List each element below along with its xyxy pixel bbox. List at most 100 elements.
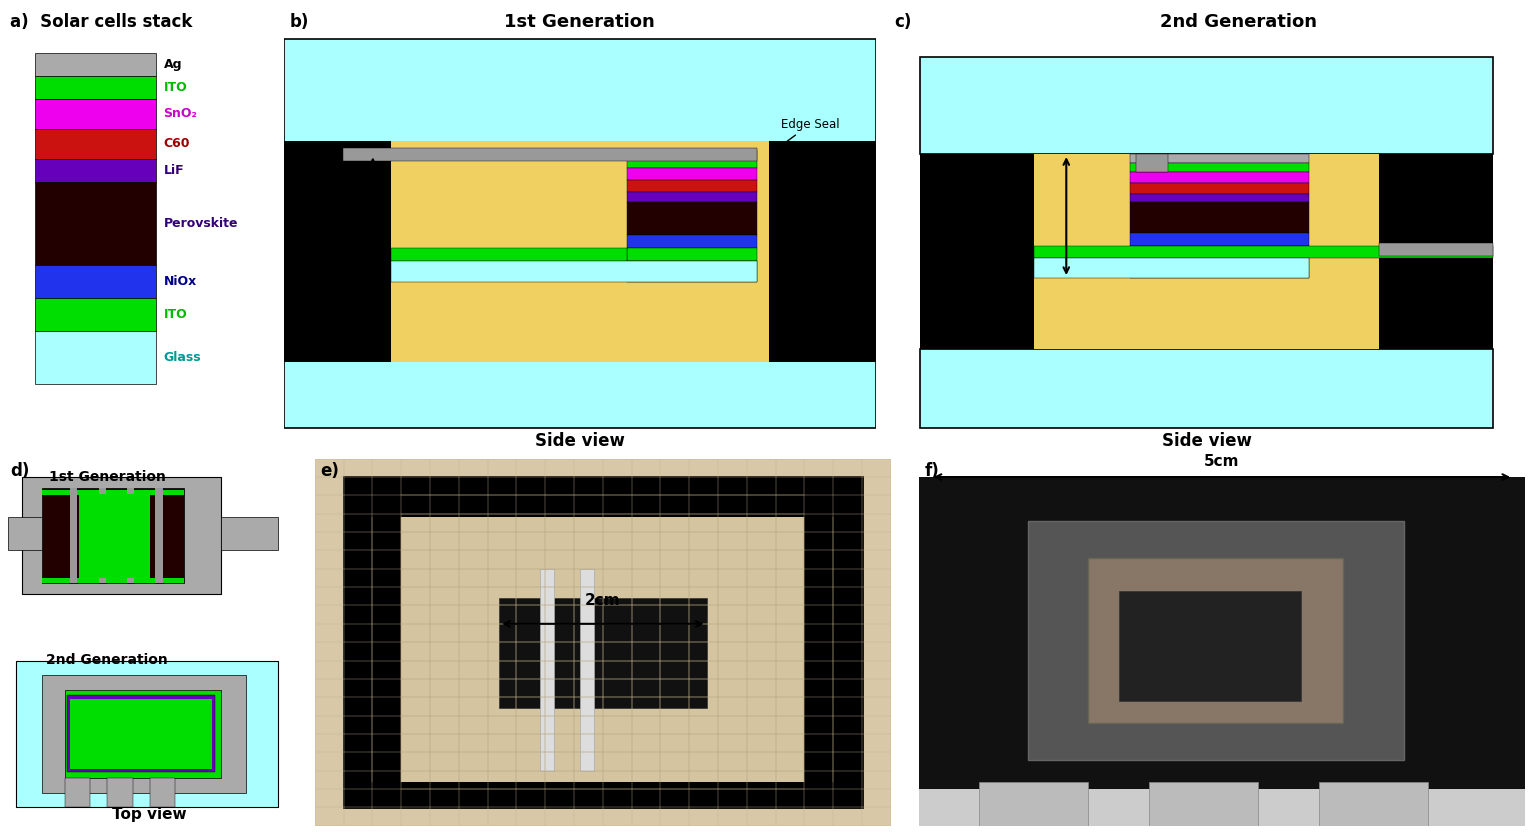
Text: a)  Solar cells stack: a) Solar cells stack: [11, 13, 192, 31]
FancyBboxPatch shape: [1137, 154, 1169, 172]
FancyBboxPatch shape: [344, 477, 862, 807]
Text: 2nd Generation: 2nd Generation: [1160, 13, 1316, 31]
FancyBboxPatch shape: [71, 699, 212, 769]
FancyBboxPatch shape: [65, 778, 91, 807]
FancyBboxPatch shape: [1130, 154, 1309, 163]
FancyBboxPatch shape: [627, 180, 757, 192]
FancyBboxPatch shape: [17, 661, 278, 807]
FancyBboxPatch shape: [401, 517, 805, 781]
Text: Glass: Glass: [163, 351, 201, 364]
FancyBboxPatch shape: [1130, 172, 1309, 183]
Text: 1.5mm: 1.5mm: [309, 199, 353, 212]
Text: Side view: Side view: [535, 432, 625, 450]
Text: Side view: Side view: [1161, 432, 1252, 450]
FancyBboxPatch shape: [627, 261, 757, 283]
FancyBboxPatch shape: [284, 39, 876, 429]
FancyBboxPatch shape: [1130, 203, 1309, 234]
FancyBboxPatch shape: [770, 141, 876, 362]
FancyBboxPatch shape: [1130, 259, 1309, 278]
FancyBboxPatch shape: [627, 234, 757, 248]
FancyBboxPatch shape: [34, 182, 155, 264]
Text: 2cm: 2cm: [585, 594, 621, 609]
FancyBboxPatch shape: [920, 154, 1034, 349]
FancyBboxPatch shape: [920, 154, 1493, 349]
FancyBboxPatch shape: [78, 494, 121, 578]
Text: e): e): [321, 462, 339, 480]
FancyBboxPatch shape: [920, 57, 1493, 154]
Text: Encapsulant: Encapsulant: [771, 220, 854, 312]
FancyBboxPatch shape: [1130, 163, 1309, 172]
FancyBboxPatch shape: [1379, 154, 1493, 349]
FancyBboxPatch shape: [41, 488, 184, 584]
FancyBboxPatch shape: [34, 331, 155, 384]
FancyBboxPatch shape: [1089, 558, 1342, 723]
FancyBboxPatch shape: [390, 261, 757, 283]
Text: Top view: Top view: [112, 807, 187, 822]
Text: LiF: LiF: [163, 163, 184, 177]
FancyBboxPatch shape: [34, 128, 155, 158]
FancyBboxPatch shape: [41, 490, 184, 495]
Text: Edge Seal: Edge Seal: [773, 118, 840, 152]
FancyBboxPatch shape: [315, 459, 891, 826]
Text: d): d): [11, 462, 29, 480]
FancyBboxPatch shape: [579, 569, 594, 771]
FancyBboxPatch shape: [627, 150, 757, 159]
Text: C60: C60: [163, 138, 190, 150]
FancyBboxPatch shape: [34, 76, 155, 99]
Text: 5cm: 5cm: [1204, 454, 1240, 469]
FancyBboxPatch shape: [343, 148, 757, 161]
FancyBboxPatch shape: [627, 248, 757, 261]
FancyBboxPatch shape: [1319, 781, 1428, 826]
Text: b): b): [290, 13, 309, 31]
FancyBboxPatch shape: [41, 578, 184, 584]
Text: Perovskite: Perovskite: [163, 217, 238, 230]
FancyBboxPatch shape: [1034, 259, 1309, 278]
Text: SnO₂: SnO₂: [163, 108, 198, 120]
FancyBboxPatch shape: [68, 696, 215, 772]
FancyBboxPatch shape: [919, 789, 1525, 826]
FancyBboxPatch shape: [390, 141, 770, 362]
FancyBboxPatch shape: [71, 488, 77, 584]
Text: ITO: ITO: [163, 81, 187, 94]
FancyBboxPatch shape: [34, 264, 155, 298]
FancyBboxPatch shape: [1130, 234, 1309, 246]
FancyBboxPatch shape: [34, 99, 155, 128]
FancyBboxPatch shape: [499, 598, 707, 708]
Text: NiOx: NiOx: [163, 274, 197, 288]
FancyBboxPatch shape: [127, 488, 134, 584]
FancyBboxPatch shape: [34, 53, 155, 76]
FancyBboxPatch shape: [1028, 521, 1404, 760]
FancyBboxPatch shape: [34, 298, 155, 331]
FancyBboxPatch shape: [108, 494, 151, 578]
Text: 2nd Generation: 2nd Generation: [46, 653, 167, 667]
Text: ITO: ITO: [163, 308, 187, 321]
Text: Ag: Ag: [163, 58, 183, 71]
FancyBboxPatch shape: [1130, 246, 1309, 259]
Text: c): c): [894, 13, 911, 31]
FancyBboxPatch shape: [1130, 183, 1309, 193]
FancyBboxPatch shape: [390, 248, 627, 261]
FancyBboxPatch shape: [284, 141, 390, 362]
Text: 0.5mm: 0.5mm: [974, 209, 1018, 223]
FancyBboxPatch shape: [1379, 244, 1493, 256]
FancyBboxPatch shape: [919, 477, 1525, 807]
FancyBboxPatch shape: [8, 517, 41, 550]
FancyBboxPatch shape: [920, 349, 1493, 429]
FancyBboxPatch shape: [34, 158, 155, 182]
FancyBboxPatch shape: [108, 778, 132, 807]
Text: 1st Generation: 1st Generation: [49, 470, 166, 484]
FancyBboxPatch shape: [1034, 246, 1493, 259]
Text: 1st Generation: 1st Generation: [504, 13, 656, 31]
FancyBboxPatch shape: [980, 781, 1089, 826]
FancyBboxPatch shape: [22, 477, 221, 595]
FancyBboxPatch shape: [221, 517, 278, 550]
FancyBboxPatch shape: [1130, 193, 1309, 203]
FancyBboxPatch shape: [151, 778, 175, 807]
FancyBboxPatch shape: [98, 488, 106, 584]
FancyBboxPatch shape: [1149, 781, 1258, 826]
FancyBboxPatch shape: [627, 192, 757, 202]
FancyBboxPatch shape: [1118, 590, 1301, 701]
FancyBboxPatch shape: [627, 168, 757, 180]
FancyBboxPatch shape: [627, 202, 757, 234]
FancyBboxPatch shape: [627, 159, 757, 168]
